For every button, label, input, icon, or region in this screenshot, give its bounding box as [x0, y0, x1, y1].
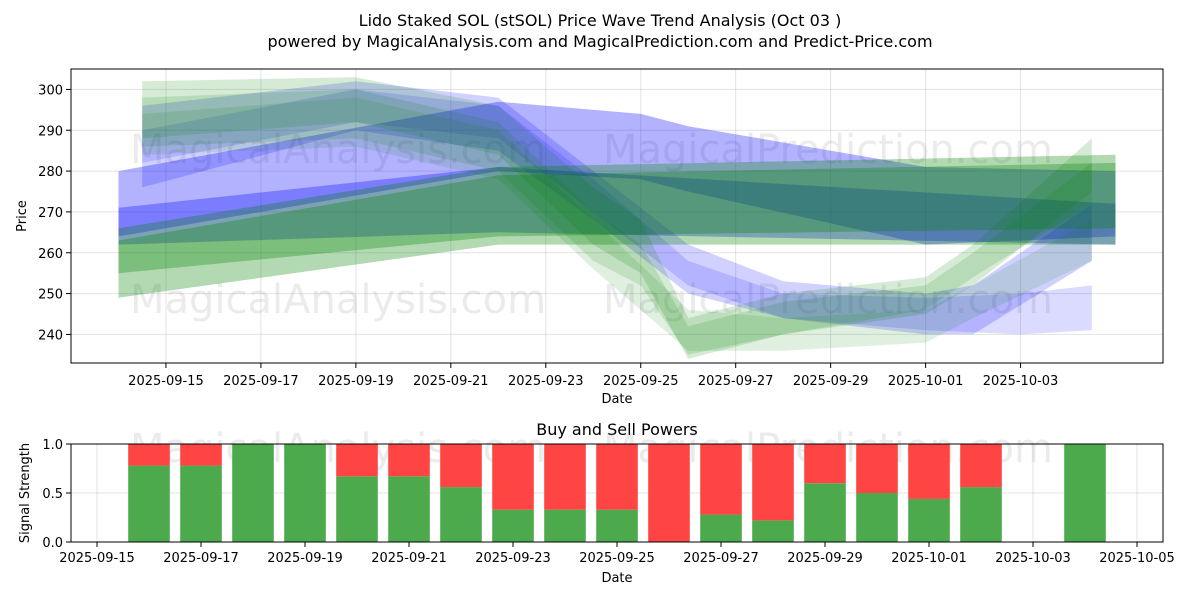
buy-power-bar [284, 444, 326, 542]
price-bands [118, 77, 1116, 359]
sell-power-bar [492, 444, 534, 510]
price-chart: MagicalAnalysis.com MagicalPrediction.co… [15, 68, 1164, 407]
power-x-tick-label: 2025-10-03 [995, 551, 1071, 566]
price-x-tick-label: 2025-10-01 [888, 374, 964, 389]
price-y-tick-label: 280 [38, 165, 63, 180]
price-y-axis-label: Price [15, 200, 30, 232]
buy-wave-band [118, 154, 1116, 298]
sell-power-bar [648, 444, 690, 542]
buy-power-bar [856, 493, 898, 542]
buy-power-bar [388, 476, 430, 542]
price-y-ticks: 240 250 260 270 280 290 300 [38, 83, 71, 343]
buy-power-bar [232, 444, 274, 542]
price-y-tick-label: 300 [38, 83, 63, 98]
power-chart-title: Buy and Sell Powers [536, 420, 698, 439]
price-x-tick-label: 2025-09-17 [223, 374, 299, 389]
sell-wave-band [118, 167, 1116, 245]
price-x-tick-label: 2025-10-03 [983, 374, 1059, 389]
buy-power-bar [700, 514, 742, 542]
power-y-tick-label: 1.0 [42, 438, 63, 453]
sell-power-bar [128, 444, 170, 466]
figure-subtitle: powered by MagicalAnalysis.com and Magic… [267, 32, 932, 51]
power-chart: Buy and Sell Powers MagicalAnalysis.com … [18, 420, 1175, 586]
price-y-tick-label: 240 [38, 328, 63, 343]
price-x-tick-label: 2025-09-25 [603, 374, 679, 389]
power-x-tick-label: 2025-09-25 [579, 551, 655, 566]
power-bars [128, 444, 1106, 542]
buy-wave-band [118, 162, 1116, 274]
price-watermarks: MagicalAnalysis.com MagicalPrediction.co… [130, 127, 1053, 323]
price-x-tick-label: 2025-09-19 [318, 374, 394, 389]
price-x-tick-label: 2025-09-27 [698, 374, 774, 389]
power-y-tick-label: 0.5 [42, 487, 63, 502]
buy-power-bar [960, 487, 1002, 542]
sell-power-bar [752, 444, 794, 521]
buy-power-bar [752, 520, 794, 542]
figure-title: Lido Staked SOL (stSOL) Price Wave Trend… [359, 11, 842, 30]
power-x-tick-label: 2025-09-23 [475, 551, 551, 566]
price-y-tick-label: 270 [38, 206, 63, 221]
buy-power-bar [336, 476, 378, 542]
power-x-tick-label: 2025-09-29 [787, 551, 863, 566]
power-y-tick-label: 0.0 [42, 536, 63, 551]
buy-power-bar [440, 487, 482, 542]
power-x-tick-label: 2025-09-19 [267, 551, 343, 566]
price-x-ticks: 2025-09-15 2025-09-17 2025-09-19 2025-09-21… [128, 363, 1058, 389]
buy-wave-band [142, 77, 1092, 359]
power-x-tick-label: 2025-09-15 [59, 551, 135, 566]
price-grid [71, 69, 1163, 363]
watermark-analysis-bottom: MagicalAnalysis.com [130, 277, 546, 323]
buy-power-bar [544, 509, 586, 542]
power-x-tick-label: 2025-09-27 [683, 551, 759, 566]
sell-wave-band [142, 81, 1092, 335]
power-y-axis-label: Signal Strength [18, 443, 33, 543]
power-x-tick-label: 2025-09-17 [163, 551, 239, 566]
sell-power-bar [336, 444, 378, 477]
price-x-tick-label: 2025-09-15 [128, 374, 204, 389]
price-y-tick-label: 290 [38, 124, 63, 139]
price-plot-frame [70, 68, 1164, 364]
sell-power-bar [908, 444, 950, 499]
price-y-tick-label: 260 [38, 247, 63, 262]
sell-power-bar [180, 444, 222, 466]
watermark-prediction-bottom: MagicalPrediction.com [603, 277, 1053, 323]
buy-power-bar [804, 483, 846, 542]
power-x-tick-label: 2025-09-21 [371, 551, 447, 566]
sell-power-bar [388, 444, 430, 477]
buy-power-bar [1064, 444, 1106, 542]
buy-power-bar [180, 465, 222, 542]
sell-power-bar [544, 444, 586, 510]
sell-power-bar [960, 444, 1002, 488]
power-x-axis-label: Date [601, 571, 632, 586]
price-y-tick-label: 250 [38, 288, 63, 303]
sell-power-bar [856, 444, 898, 493]
buy-wave-band [142, 97, 1092, 351]
sell-power-bar [804, 444, 846, 484]
watermark-analysis-top: MagicalAnalysis.com [130, 127, 546, 173]
buy-power-bar [596, 509, 638, 542]
watermark-prediction-top: MagicalPrediction.com [603, 127, 1053, 173]
sell-wave-band [142, 89, 1092, 335]
sell-power-bar [700, 444, 742, 515]
price-x-axis-label: Date [601, 392, 632, 407]
price-x-tick-label: 2025-09-29 [793, 374, 869, 389]
sell-power-bar [596, 444, 638, 510]
buy-power-bar [128, 465, 170, 542]
buy-power-bar [908, 498, 950, 542]
power-y-ticks: 0.0 0.5 1.0 [42, 438, 71, 551]
sell-wave-band [118, 101, 1116, 245]
price-x-tick-label: 2025-09-21 [413, 374, 489, 389]
power-x-tick-label: 2025-10-01 [891, 551, 967, 566]
buy-wave-band [142, 89, 1092, 355]
price-x-tick-label: 2025-09-23 [508, 374, 584, 389]
buy-power-bar [492, 509, 534, 542]
power-x-ticks: 2025-09-15 2025-09-17 2025-09-19 2025-09-21… [59, 542, 1175, 566]
power-x-tick-label: 2025-10-05 [1099, 551, 1175, 566]
sell-power-bar [440, 444, 482, 488]
